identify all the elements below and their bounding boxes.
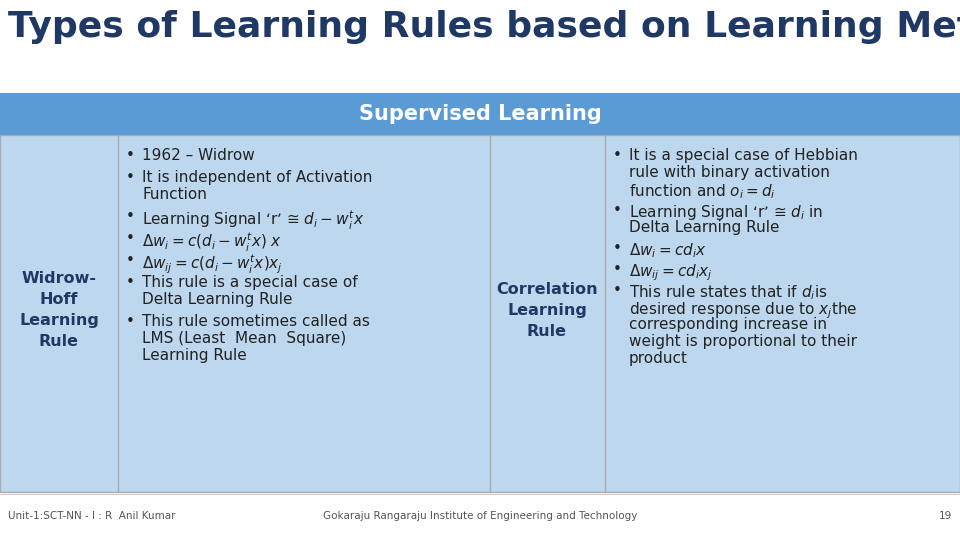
Text: •: • bbox=[126, 231, 134, 246]
Text: Learning Signal ‘r’ ≅ $d_i - w_i^t x$: Learning Signal ‘r’ ≅ $d_i - w_i^t x$ bbox=[142, 209, 365, 232]
Text: 1962 – Widrow: 1962 – Widrow bbox=[142, 148, 254, 163]
FancyBboxPatch shape bbox=[0, 135, 960, 492]
Text: This rule is a special case of: This rule is a special case of bbox=[142, 275, 358, 290]
Text: This rule states that if $d_i$is: This rule states that if $d_i$is bbox=[629, 283, 828, 302]
Text: product: product bbox=[629, 351, 688, 366]
Text: •: • bbox=[613, 241, 622, 256]
Text: Gokaraju Rangaraju Institute of Engineering and Technology: Gokaraju Rangaraju Institute of Engineer… bbox=[323, 511, 637, 521]
Text: Unit-1:SCT-NN - I : R  Anil Kumar: Unit-1:SCT-NN - I : R Anil Kumar bbox=[8, 511, 176, 521]
Text: •: • bbox=[126, 314, 134, 329]
Text: Delta Learning Rule: Delta Learning Rule bbox=[629, 220, 780, 235]
Text: $\Delta w_{ij} = c(d_i - w_i^t x)x_j$: $\Delta w_{ij} = c(d_i - w_i^t x)x_j$ bbox=[142, 253, 283, 276]
Text: •: • bbox=[613, 148, 622, 163]
Text: weight is proportional to their: weight is proportional to their bbox=[629, 334, 857, 349]
Text: $\Delta w_i = cd_i x$: $\Delta w_i = cd_i x$ bbox=[629, 241, 707, 260]
Text: Delta Learning Rule: Delta Learning Rule bbox=[142, 292, 293, 307]
Text: Correlation
Learning
Rule: Correlation Learning Rule bbox=[496, 281, 598, 339]
Text: $\Delta w_{ij} = cd_i x_j$: $\Delta w_{ij} = cd_i x_j$ bbox=[629, 262, 712, 282]
Text: •: • bbox=[613, 203, 622, 218]
Text: 19: 19 bbox=[939, 511, 952, 521]
Text: •: • bbox=[126, 275, 134, 290]
Text: rule with binary activation: rule with binary activation bbox=[629, 165, 829, 180]
Text: It is independent of Activation: It is independent of Activation bbox=[142, 170, 372, 185]
Text: corresponding increase in: corresponding increase in bbox=[629, 317, 827, 332]
Text: •: • bbox=[126, 148, 134, 163]
Text: $\Delta w_i = c(d_i - w_i^t x)\ x$: $\Delta w_i = c(d_i - w_i^t x)\ x$ bbox=[142, 231, 282, 254]
Text: Supervised Learning: Supervised Learning bbox=[359, 104, 601, 124]
Text: Learning Rule: Learning Rule bbox=[142, 348, 247, 363]
Text: Function: Function bbox=[142, 187, 206, 202]
Text: This rule sometimes called as: This rule sometimes called as bbox=[142, 314, 370, 329]
Text: LMS (Least  Mean  Square): LMS (Least Mean Square) bbox=[142, 331, 347, 346]
Text: •: • bbox=[613, 283, 622, 298]
FancyBboxPatch shape bbox=[0, 93, 960, 135]
Text: It is a special case of Hebbian: It is a special case of Hebbian bbox=[629, 148, 858, 163]
Text: •: • bbox=[126, 170, 134, 185]
Text: desired response due to $x_j$the: desired response due to $x_j$the bbox=[629, 300, 857, 321]
Text: •: • bbox=[126, 253, 134, 268]
Text: Types of Learning Rules based on Learning Methods: Types of Learning Rules based on Learnin… bbox=[8, 10, 960, 44]
Text: •: • bbox=[613, 262, 622, 277]
Text: Learning Signal ‘r’ ≅ $d_i$ in: Learning Signal ‘r’ ≅ $d_i$ in bbox=[629, 203, 824, 222]
Text: function and $o_i = d_i$: function and $o_i = d_i$ bbox=[629, 182, 776, 201]
Text: •: • bbox=[126, 209, 134, 224]
Text: Widrow-
Hoff
Learning
Rule: Widrow- Hoff Learning Rule bbox=[19, 271, 99, 349]
